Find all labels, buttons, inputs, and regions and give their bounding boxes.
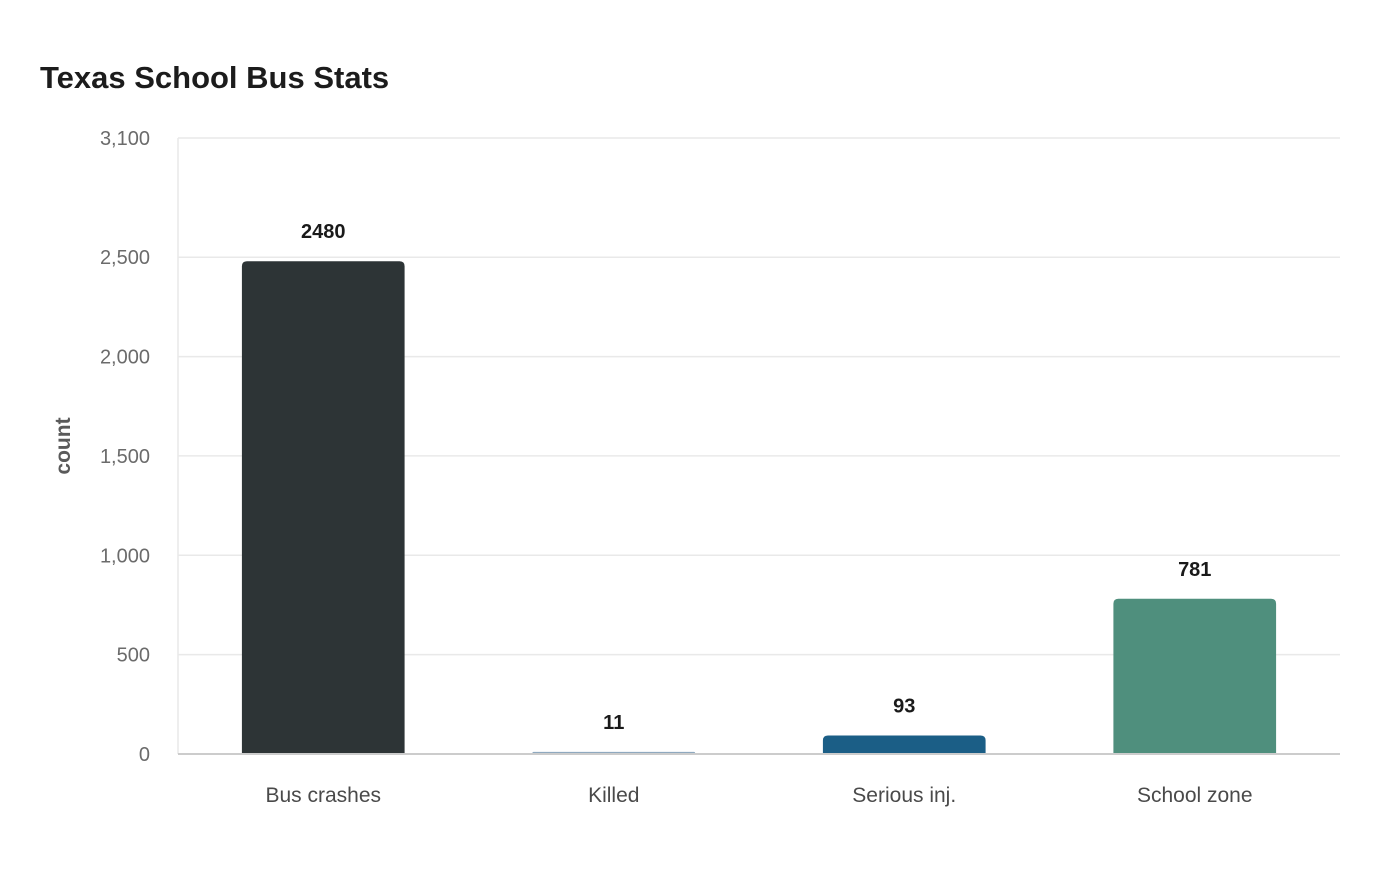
bar-value-label: 93 (893, 696, 915, 718)
y-tick-label: 2,000 (100, 347, 150, 369)
chart-title: Texas School Bus Stats (40, 60, 390, 95)
y-tick-label: 3,100 (100, 128, 150, 150)
bars (241, 261, 1277, 754)
y-axis-ticks: 0 500 1,000 1,500 2,000 2,500 3,100 (100, 128, 150, 766)
bar-value-label: 11 (603, 712, 624, 734)
y-tick-label: 1,500 (100, 446, 150, 468)
bar-value-label: 781 (1178, 559, 1211, 581)
x-category-label: Serious inj. (852, 784, 956, 807)
bar (241, 261, 405, 754)
y-tick-label: 0 (139, 744, 150, 766)
y-axis-title: count (52, 417, 75, 474)
x-category-label: School zone (1137, 784, 1253, 807)
y-tick-label: 1,000 (100, 545, 150, 567)
labels: 2480 Bus crashes 11 Killed 93 Serious inj. 781… (265, 221, 1252, 807)
y-tick-label: 500 (117, 645, 150, 667)
axes (177, 138, 1340, 755)
bar (822, 735, 986, 754)
y-tick-label: 2,500 (100, 247, 150, 269)
bar (1113, 598, 1277, 754)
bar-value-label: 2480 (301, 221, 346, 243)
x-category-label: Killed (588, 784, 639, 807)
x-category-label: Bus crashes (265, 784, 381, 807)
